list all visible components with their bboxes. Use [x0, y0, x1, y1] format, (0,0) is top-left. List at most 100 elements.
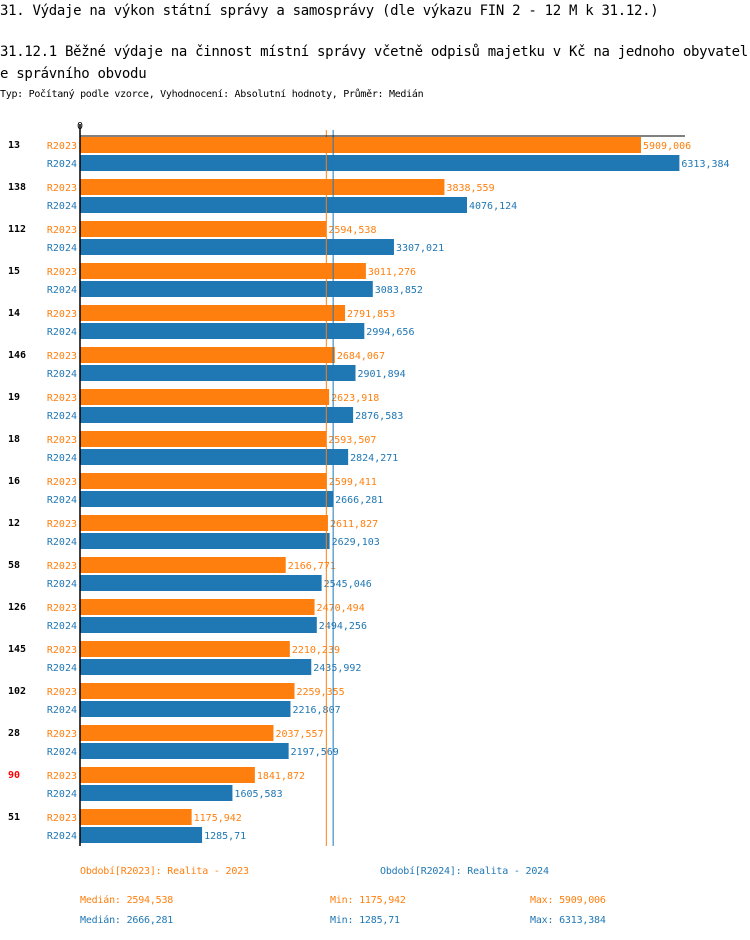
series-label: R2024 [47, 789, 77, 800]
bar-R2024 [80, 449, 349, 465]
data-label: 2994,656 [366, 327, 414, 338]
bar-R2024 [80, 785, 233, 801]
data-label: 2037,557 [275, 729, 323, 740]
series-label: R2024 [47, 243, 77, 254]
bar-R2024 [80, 365, 356, 381]
data-label: 2210,239 [292, 645, 340, 656]
max-r2024: Max: 6313,384 [530, 915, 606, 926]
bar-R2024 [80, 533, 330, 549]
max-r2023: Max: 5909,006 [530, 895, 606, 906]
data-label: 2824,271 [350, 453, 398, 464]
series-label: R2023 [47, 813, 77, 824]
bar-R2024 [80, 407, 354, 423]
category-label: 90 [8, 770, 20, 781]
data-label: 2545,046 [324, 579, 372, 590]
bar-R2023 [80, 767, 255, 783]
series-label: R2024 [47, 159, 77, 170]
bar-R2023 [80, 221, 327, 237]
data-label: 2611,827 [330, 519, 378, 530]
data-label: 2666,281 [335, 495, 383, 506]
series-label: R2023 [47, 687, 77, 698]
data-label: 2166,771 [288, 561, 336, 572]
bar-R2023 [80, 305, 346, 321]
series-label: R2023 [47, 561, 77, 572]
category-label: 12 [8, 518, 20, 529]
data-label: 1285,71 [204, 831, 246, 842]
data-label: 2470,494 [317, 603, 365, 614]
series-label: R2024 [47, 411, 77, 422]
data-label: 2435,992 [313, 663, 361, 674]
bar-R2023 [80, 347, 335, 363]
category-label: 15 [8, 266, 20, 277]
data-label: 1841,872 [257, 771, 305, 782]
bar-R2023 [80, 557, 286, 573]
bar-chart: 013R20235909,006R20246313,384138R2023383… [8, 121, 730, 846]
series-label: R2023 [47, 225, 77, 236]
bar-R2024 [80, 617, 317, 633]
category-label: 102 [8, 686, 26, 697]
min-r2023: Min: 1175,942 [330, 895, 406, 906]
bar-R2023 [80, 179, 445, 195]
data-label: 6313,384 [681, 159, 729, 170]
category-label: 19 [8, 392, 20, 403]
series-label: R2024 [47, 285, 77, 296]
series-label: R2024 [47, 579, 77, 590]
data-label: 3307,021 [396, 243, 444, 254]
series-label: R2024 [47, 453, 77, 464]
data-label: 2629,103 [332, 537, 380, 548]
series-label: R2023 [47, 183, 77, 194]
data-label: 2876,583 [355, 411, 403, 422]
data-label: 2594,538 [328, 225, 376, 236]
category-label: 58 [8, 560, 20, 571]
data-label: 2599,411 [329, 477, 377, 488]
series-label: R2023 [47, 645, 77, 656]
series-label: R2024 [47, 537, 77, 548]
category-label: 18 [8, 434, 20, 445]
data-label: 3083,852 [375, 285, 423, 296]
series-label: R2023 [47, 393, 77, 404]
bar-R2023 [80, 683, 295, 699]
bar-R2023 [80, 725, 274, 741]
bar-R2023 [80, 473, 327, 489]
series-label: R2023 [47, 603, 77, 614]
series-label: R2023 [47, 351, 77, 362]
chart-title: 31.12.1 Běžné výdaje na činnost místní s… [0, 44, 748, 82]
bar-R2023 [80, 515, 328, 531]
data-label: 3838,559 [446, 183, 494, 194]
bar-R2023 [80, 431, 327, 447]
series-label: R2024 [47, 369, 77, 380]
data-label: 2623,918 [331, 393, 379, 404]
category-label: 146 [8, 350, 26, 361]
series-label: R2023 [47, 267, 77, 278]
legend-r2024: Období[R2024]: Realita - 2024 [380, 866, 549, 877]
data-label: 3011,276 [368, 267, 416, 278]
category-label: 51 [8, 812, 20, 823]
data-label: 1605,583 [234, 789, 282, 800]
category-label: 13 [8, 140, 20, 151]
bar-R2024 [80, 155, 680, 171]
data-label: 4076,124 [469, 201, 517, 212]
series-label: R2023 [47, 729, 77, 740]
category-label: 14 [8, 308, 20, 319]
data-label: 1175,942 [194, 813, 242, 824]
series-label: R2024 [47, 201, 77, 212]
series-label: R2024 [47, 327, 77, 338]
legend-r2023: Období[R2023]: Realita - 2023 [80, 866, 249, 877]
data-label: 2259,355 [297, 687, 345, 698]
bar-R2024 [80, 827, 203, 843]
data-label: 2684,067 [337, 351, 385, 362]
data-label: 2593,507 [328, 435, 376, 446]
category-label: 28 [8, 728, 20, 739]
chart-meta: Typ: Počítaný podle vzorce, Vyhodnocení:… [0, 89, 424, 100]
bar-R2023 [80, 389, 330, 405]
category-label: 126 [8, 602, 26, 613]
category-label: 112 [8, 224, 26, 235]
median-r2023: Medián: 2594,538 [80, 895, 174, 906]
bar-R2024 [80, 281, 373, 297]
bar-R2024 [80, 323, 365, 339]
bar-R2024 [80, 743, 289, 759]
bar-R2023 [80, 599, 315, 615]
series-label: R2023 [47, 435, 77, 446]
data-label: 5909,006 [643, 141, 691, 152]
series-label: R2024 [47, 621, 77, 632]
